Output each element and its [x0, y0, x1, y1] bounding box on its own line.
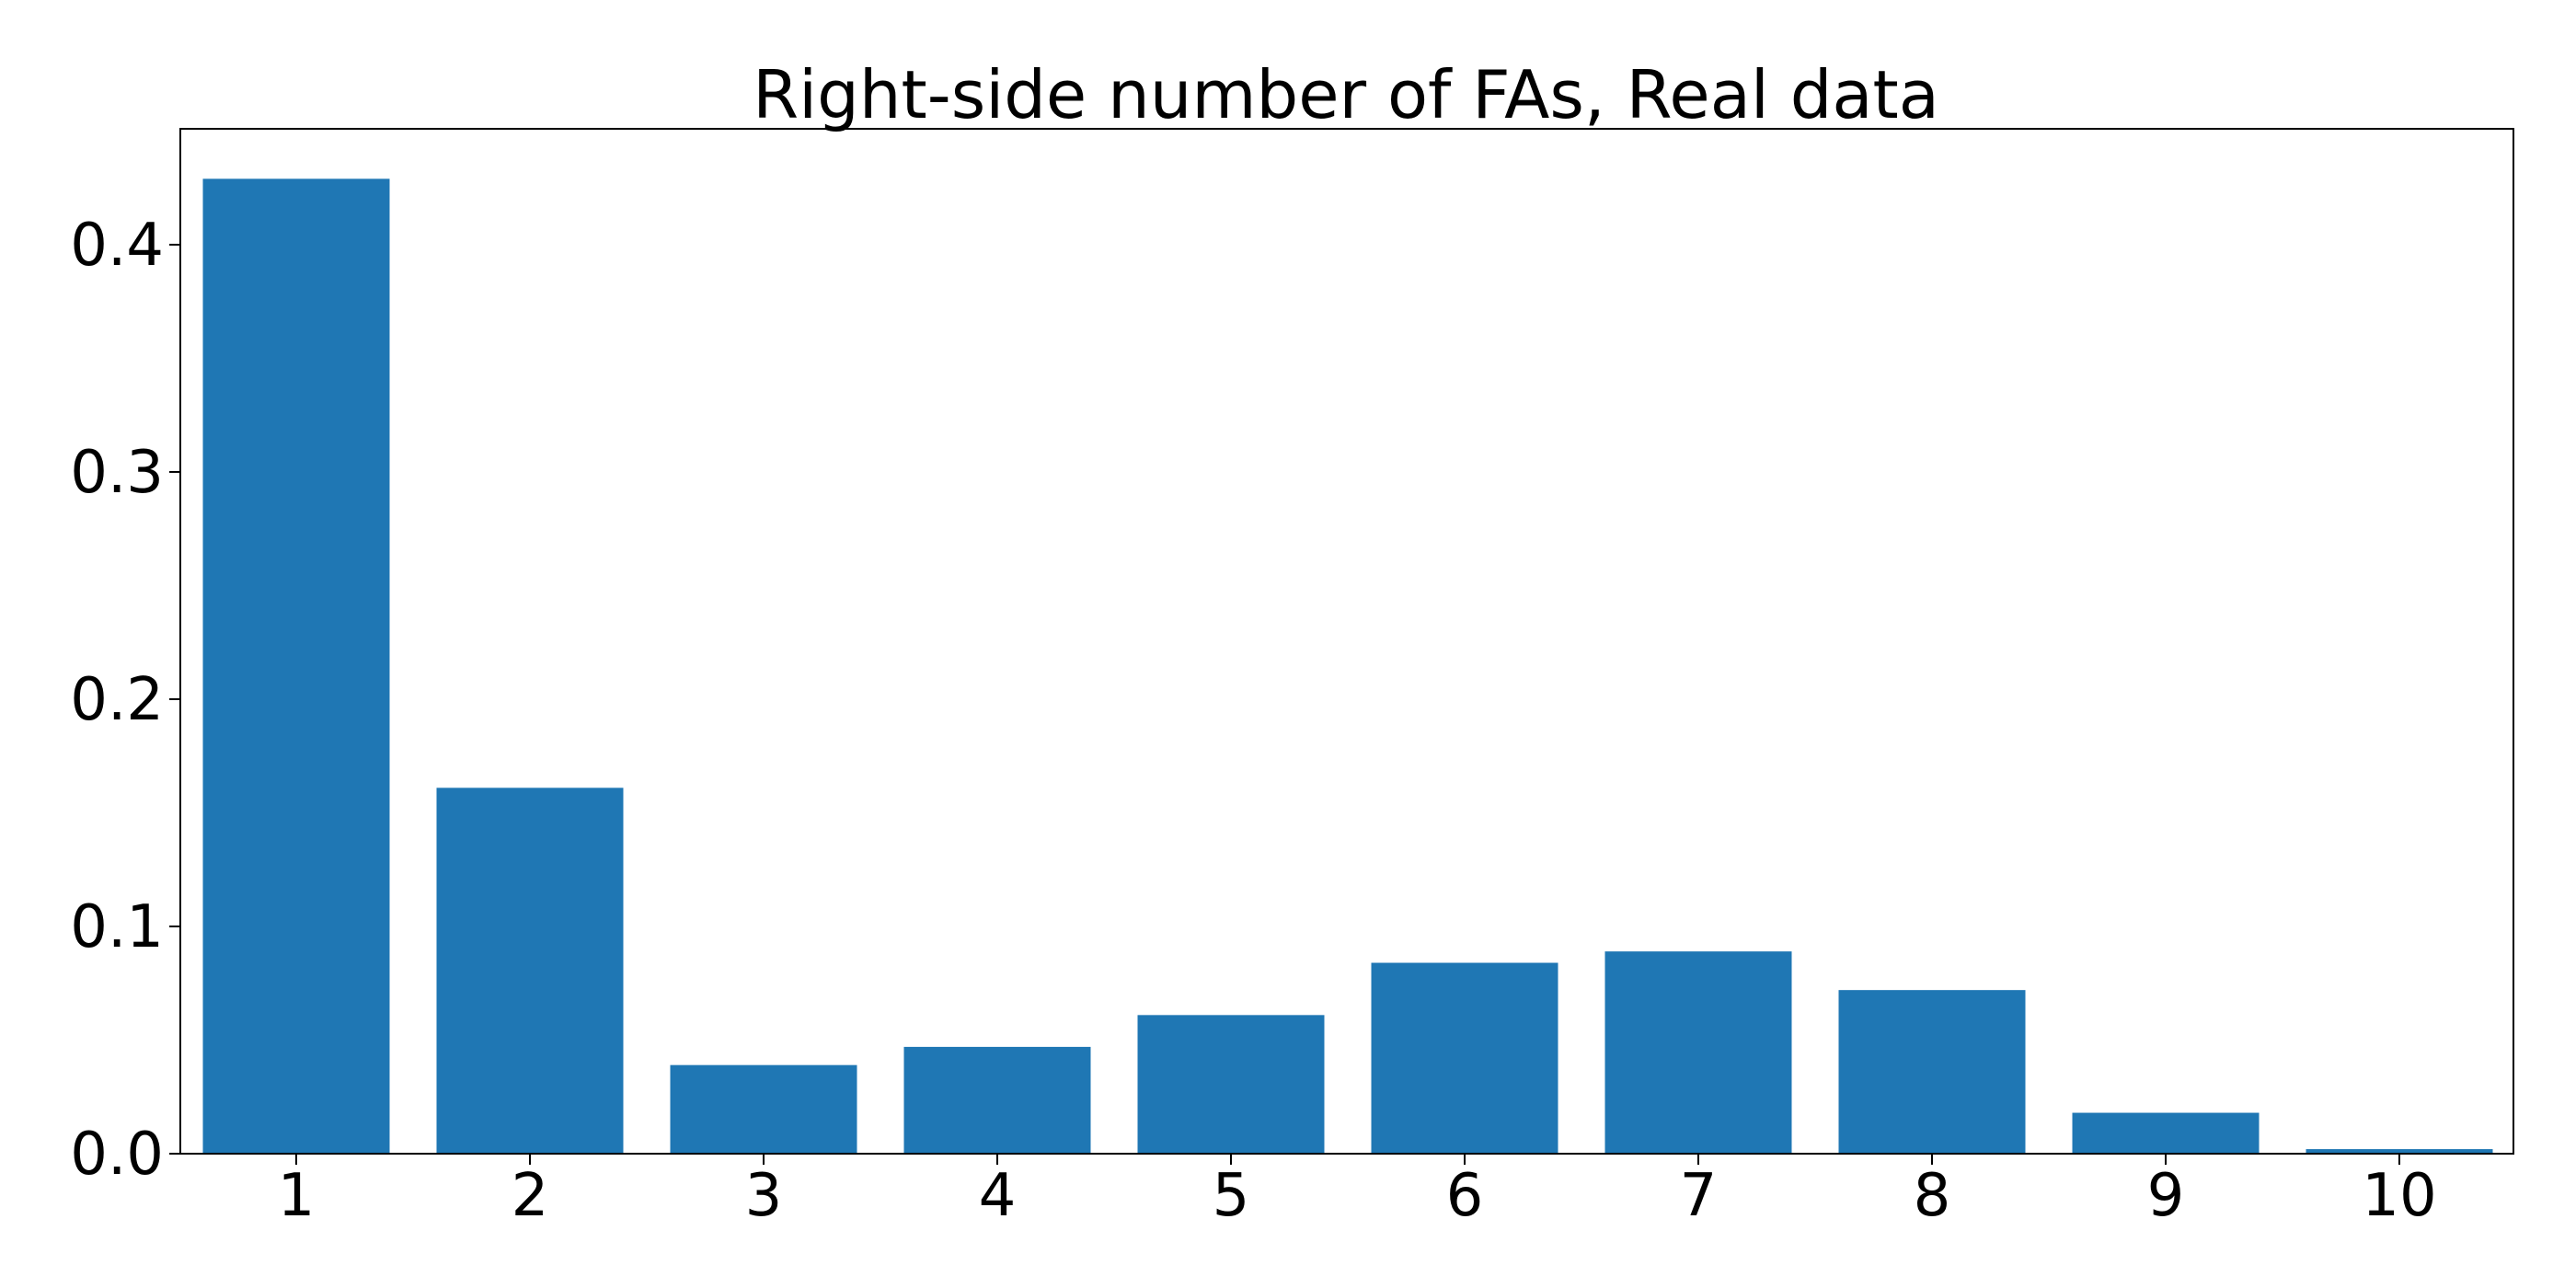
x-tick-label: 9 — [2147, 1162, 2185, 1230]
y-tick-label: 0.1 — [70, 893, 164, 961]
bar-7 — [1604, 951, 1792, 1154]
x-tick-label: 6 — [1446, 1162, 1484, 1230]
y-tick-label: 0.4 — [70, 212, 164, 280]
x-tick-label: 5 — [1213, 1162, 1250, 1230]
x-tick-label: 10 — [2362, 1162, 2436, 1230]
bar-10 — [2306, 1149, 2493, 1154]
bar-1 — [202, 178, 390, 1155]
y-tick-label: 0.2 — [70, 666, 164, 734]
bars-group — [202, 178, 2493, 1155]
x-tick-label: 3 — [745, 1162, 783, 1230]
x-tick-label: 1 — [278, 1162, 316, 1230]
y-tick-label: 0.3 — [70, 439, 164, 507]
bar-4 — [903, 1046, 1091, 1154]
bar-8 — [1838, 990, 2026, 1154]
x-tick-label: 8 — [1914, 1162, 1951, 1230]
chart-title: Right-side number of FAs, Real data — [753, 56, 1939, 133]
y-tick-label: 0.0 — [70, 1121, 164, 1189]
bar-2 — [436, 788, 624, 1154]
y-axis: 0.0 0.1 0.2 0.3 0.4 — [70, 212, 180, 1189]
x-tick-label: 4 — [979, 1162, 1017, 1230]
bar-6 — [1371, 962, 1558, 1154]
bar-5 — [1137, 1015, 1325, 1154]
x-tick-label: 7 — [1680, 1162, 1718, 1230]
x-axis: 1 2 3 4 5 6 7 8 9 10 — [278, 1154, 2437, 1230]
bar-9 — [2072, 1112, 2260, 1154]
x-tick-label: 2 — [512, 1162, 549, 1230]
plot-frame — [179, 128, 2514, 1155]
bar-3 — [670, 1064, 857, 1154]
